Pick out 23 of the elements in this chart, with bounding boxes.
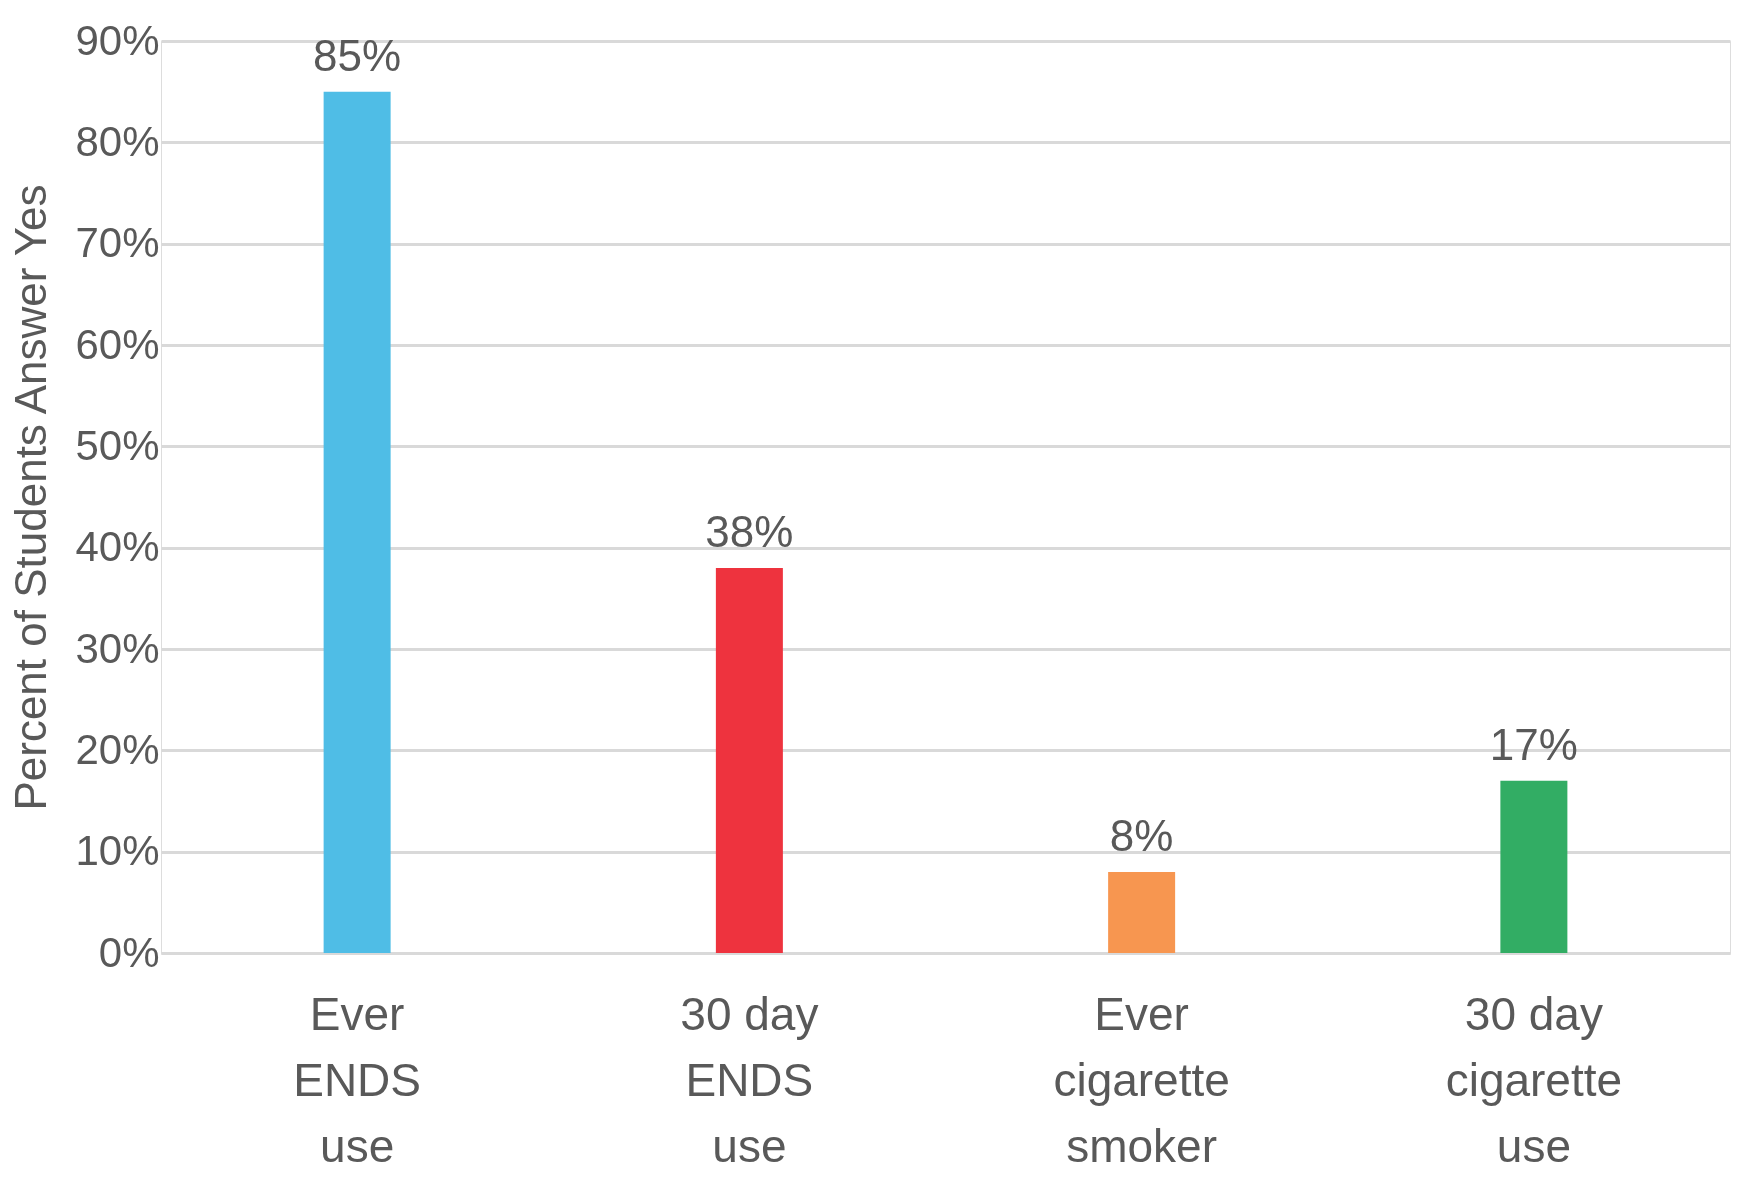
data-label: 85%	[313, 30, 402, 80]
y-tick-label: 30%	[75, 624, 160, 672]
y-tick-label: 80%	[75, 117, 160, 165]
x-tick-label: Ever cigarette smoker	[1053, 987, 1230, 1172]
y-tick-label: 90%	[75, 16, 160, 64]
bar	[1500, 780, 1568, 953]
bar	[715, 567, 783, 953]
bar	[323, 91, 391, 953]
y-tick-label: 50%	[75, 421, 160, 469]
y-tick-label: 10%	[75, 827, 160, 875]
x-tick-label: 30 day ENDS use	[680, 987, 819, 1172]
y-tick-label: 70%	[75, 219, 160, 267]
x-tick-label: 30 day cigarette use	[1445, 987, 1623, 1172]
y-axis-title: Percent of Students Answer Yes	[6, 184, 56, 811]
y-tick-label: 60%	[75, 320, 160, 368]
y-tick-label: 20%	[75, 725, 160, 773]
y-tick-label: 0%	[98, 928, 160, 976]
y-tick-label: 40%	[75, 523, 160, 571]
data-label: 8%	[1109, 810, 1174, 860]
bar	[1108, 871, 1176, 953]
x-tick-label: Ever ENDS use	[293, 987, 422, 1172]
data-label: 38%	[705, 506, 794, 556]
data-label: 17%	[1489, 719, 1578, 769]
